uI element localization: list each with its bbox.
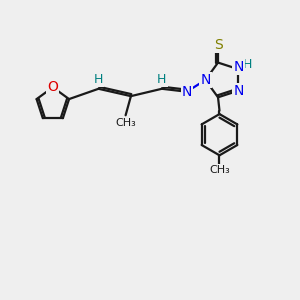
Text: N: N <box>182 85 192 99</box>
Text: S: S <box>214 38 222 52</box>
Text: N: N <box>233 84 244 98</box>
Text: H: H <box>157 73 167 86</box>
Text: N: N <box>200 73 211 87</box>
Text: CH₃: CH₃ <box>115 118 136 128</box>
Text: H: H <box>94 73 103 86</box>
Text: CH₃: CH₃ <box>209 165 230 175</box>
Text: H: H <box>243 58 253 71</box>
Text: O: O <box>47 80 58 94</box>
Text: N: N <box>233 60 244 74</box>
